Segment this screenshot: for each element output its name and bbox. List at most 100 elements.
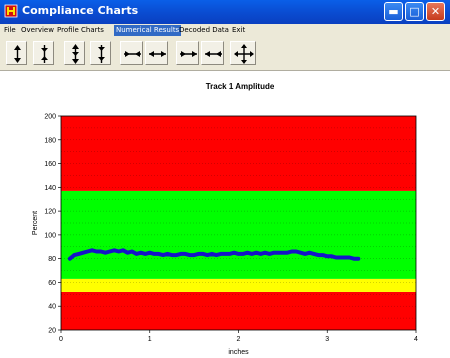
close-icon: ✕ — [430, 5, 441, 18]
compliance-band-3 — [61, 116, 416, 191]
data-point — [81, 251, 85, 255]
data-point — [330, 254, 334, 258]
data-point — [356, 257, 360, 261]
data-point — [112, 248, 116, 252]
data-point — [99, 249, 103, 254]
data-point — [94, 249, 99, 254]
y-tick-label: 60 — [48, 280, 56, 287]
data-point — [250, 252, 254, 256]
x-tick-label: 1 — [148, 336, 152, 343]
data-point — [281, 251, 285, 255]
data-point — [321, 253, 325, 257]
compliance-band-0 — [61, 291, 416, 330]
data-point — [188, 253, 192, 257]
y-tick-label: 20 — [48, 328, 56, 335]
menu-overview[interactable]: Overview — [21, 26, 54, 34]
data-point — [196, 252, 201, 256]
data-point — [143, 252, 147, 256]
menu-file[interactable]: File — [4, 26, 16, 34]
toolbar-button-1[interactable] — [6, 41, 27, 65]
arrows-shift-right-icon — [180, 51, 197, 57]
menu-exit[interactable]: Exit — [232, 26, 246, 34]
close-button[interactable]: ✕ — [426, 2, 445, 21]
menu-decoded-data[interactable]: Decoded Data — [179, 26, 229, 34]
pan-4-way-icon — [234, 44, 254, 64]
arrows-shift-vertical-icon — [98, 45, 105, 63]
toolbar-button-9[interactable] — [230, 41, 256, 65]
data-point — [179, 252, 183, 256]
data-point — [72, 253, 76, 257]
data-point — [236, 252, 241, 256]
data-point — [352, 257, 356, 261]
toolbar-button-6[interactable] — [145, 41, 168, 65]
data-point — [294, 249, 298, 254]
data-point — [210, 252, 214, 256]
data-point — [201, 252, 205, 256]
data-point — [148, 251, 152, 255]
minimize-icon: ▬ — [388, 5, 399, 18]
data-point — [285, 251, 289, 255]
data-point — [68, 257, 72, 261]
arrows-expand-horizontal-icon — [149, 51, 166, 57]
menu-bar: File Overview Profile Charts Numerical R… — [0, 24, 450, 37]
window-title: Compliance Charts — [22, 4, 139, 17]
data-point — [219, 252, 223, 256]
data-point — [130, 249, 134, 254]
data-point — [307, 251, 312, 255]
data-point — [165, 252, 170, 256]
title-bar[interactable]: Compliance Charts ▬ □ ✕ — [0, 0, 450, 24]
data-point — [263, 251, 267, 255]
data-point — [334, 255, 338, 260]
y-tick-label: 80 — [48, 256, 56, 263]
data-point — [103, 251, 107, 255]
data-point — [134, 252, 139, 256]
y-tick-label: 140 — [44, 185, 56, 192]
maximize-button[interactable]: □ — [405, 2, 424, 21]
arrows-up-down-icon — [14, 45, 21, 63]
data-point — [125, 251, 130, 255]
data-point — [316, 253, 320, 257]
data-point — [157, 252, 161, 256]
y-axis-label: Percent — [32, 211, 39, 235]
data-point — [170, 253, 174, 257]
menu-profile-charts[interactable]: Profile Charts — [57, 26, 104, 34]
toolbar-button-4[interactable] — [90, 41, 111, 65]
y-tick-label: 120 — [44, 209, 56, 216]
data-point — [152, 252, 156, 256]
menu-numerical-results[interactable]: Numerical Results — [114, 25, 182, 36]
data-point — [77, 252, 81, 256]
toolbar-button-8[interactable] — [201, 41, 224, 65]
data-point — [228, 252, 232, 256]
data-point — [343, 255, 347, 260]
x-tick-label: 3 — [325, 336, 329, 343]
data-point — [272, 251, 276, 255]
x-tick-label: 0 — [59, 336, 63, 343]
toolbar-button-2[interactable] — [33, 41, 54, 65]
y-tick-label: 100 — [44, 232, 56, 239]
data-point — [325, 254, 329, 258]
data-point — [108, 249, 112, 254]
data-point — [299, 251, 303, 255]
x-tick-label: 2 — [237, 336, 241, 343]
y-tick-label: 180 — [44, 137, 56, 144]
data-point — [276, 251, 281, 255]
data-point — [347, 255, 352, 260]
toolbar-button-3[interactable] — [64, 41, 85, 65]
x-tick-label: 4 — [414, 336, 418, 343]
compliance-band-1 — [61, 278, 416, 292]
toolbar-button-5[interactable] — [120, 41, 143, 65]
data-point — [86, 249, 90, 254]
data-point — [117, 249, 121, 254]
data-point — [90, 248, 94, 252]
minimize-button[interactable]: ▬ — [384, 2, 403, 21]
y-tick-label: 160 — [44, 161, 56, 168]
x-axis-label: inches — [228, 349, 249, 356]
data-point — [254, 251, 258, 255]
data-point — [241, 252, 245, 256]
data-point — [290, 249, 294, 254]
toolbar-button-7[interactable] — [176, 41, 199, 65]
data-point — [174, 253, 178, 257]
arrows-contract-vertical-icon — [41, 45, 48, 63]
